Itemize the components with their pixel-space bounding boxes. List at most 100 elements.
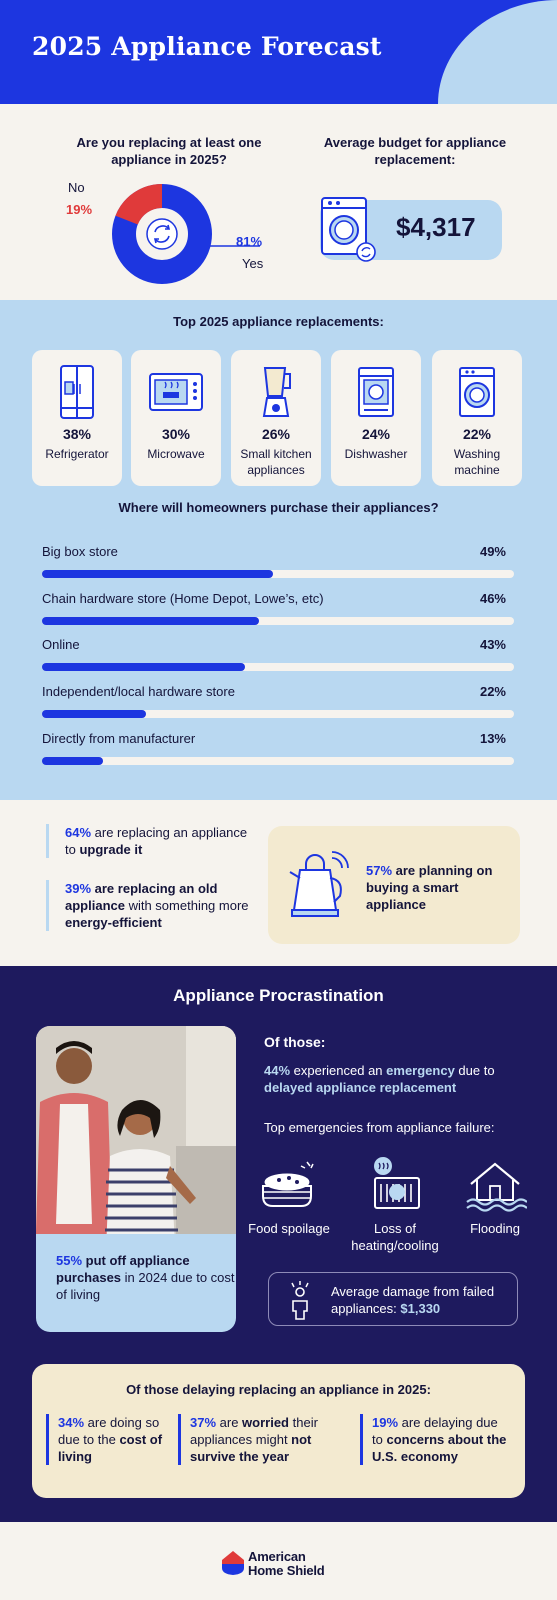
top-emergencies-label: Top emergencies from appliance failure: <box>264 1120 495 1135</box>
delay-stat-worried: 37% are worried their appliances might n… <box>178 1414 346 1465</box>
header: 2025 Appliance Forecast <box>0 0 557 104</box>
damage-box: Average damage from failed appliances: $… <box>268 1272 518 1326</box>
stat-emph: worried <box>242 1415 290 1430</box>
purchase-bar-row: Independent/local hardware store 22% <box>42 684 514 724</box>
stat-emph: emergency <box>386 1063 455 1078</box>
brand-name: American Home Shield <box>248 1550 325 1578</box>
blender-icon <box>262 367 291 417</box>
footer: American Home Shield <box>0 1522 557 1600</box>
procrastination-section: Appliance Procrastination 55% put off ap… <box>0 966 557 1522</box>
damage-text: Average damage from failed appliances: $… <box>331 1283 517 1317</box>
card-name: Dishwasher <box>344 447 408 461</box>
no-pct: 19% <box>66 202 93 217</box>
bar-pct: 22% <box>479 684 506 699</box>
damage-value: $1,330 <box>400 1301 441 1316</box>
bar-fill <box>42 663 245 671</box>
budget-question: Average budget for appliance replacement… <box>323 135 507 167</box>
replacement-card-washing-machine: 22% Washing machine <box>432 350 522 486</box>
microwave-icon <box>149 373 203 411</box>
stat-text: are doing so due to the <box>58 1415 160 1447</box>
washing-machine-icon <box>321 197 376 262</box>
flooding-icon <box>466 1162 527 1212</box>
purchase-bar-row: Chain hardware store (Home Depot, Lowe’s… <box>42 591 514 631</box>
of-those-label: Of those: <box>264 1034 326 1050</box>
yes-leader-line <box>210 245 260 247</box>
bar-pct: 13% <box>479 731 506 746</box>
stat-pct: 19% <box>372 1415 399 1430</box>
food-spoilage-icon <box>262 1161 314 1207</box>
bar-track <box>42 757 514 765</box>
replacing-section: Are you replacing at least one appliance… <box>0 104 557 300</box>
replacement-card-small-kitchen: 26% Small kitchen appliances <box>231 350 321 486</box>
stat-text: their appliances might <box>190 1415 318 1447</box>
bar-track <box>42 570 514 578</box>
no-label: No <box>68 180 85 195</box>
person-alert-icon <box>291 1281 309 1320</box>
dishwasher-icon <box>358 367 394 417</box>
bar-label: Chain hardware store (Home Depot, Lowe’s… <box>42 591 324 606</box>
stat-pct: 44% <box>264 1063 291 1078</box>
stat-emph: are planning on buying a smart appliance <box>366 863 493 912</box>
card-name: Refrigerator <box>45 447 109 461</box>
yes-label: Yes <box>242 256 264 271</box>
bar-label: Directly from manufacturer <box>42 731 196 746</box>
bar-label: Online <box>42 637 80 652</box>
replacement-card-microwave: 30% Microwave <box>131 350 221 486</box>
bar-label: Big box store <box>42 544 118 559</box>
emergency-flooding: Flooding <box>450 1156 540 1237</box>
card-pct: 22% <box>462 426 492 442</box>
header-banner <box>0 0 557 104</box>
stat-text: in 2024 due to cost of living <box>56 1270 235 1302</box>
replacing-question: Are you replacing at least one appliance… <box>76 135 262 167</box>
top-replacements-title: Top 2025 appliance replacements: <box>173 314 384 329</box>
donut-slice-no <box>112 184 212 284</box>
purchase-bar-row: Directly from manufacturer 13% <box>42 731 514 771</box>
delay-stat-cost: 34% are doing so due to the cost of livi… <box>46 1414 182 1465</box>
bar-pct: 49% <box>479 544 506 559</box>
stat-emph: concerns about the U.S. economy <box>372 1432 507 1464</box>
stat-pct: 55% <box>56 1253 83 1268</box>
smart-appliance-box: 57% are planning on buying a smart appli… <box>268 826 520 944</box>
stat-text: experienced an <box>290 1063 387 1078</box>
replacement-card-refrigerator: 38% Refrigerator <box>32 350 122 486</box>
appliances-section: Top 2025 appliance replacements: 38% Ref… <box>0 300 557 800</box>
stat-energy-efficient: 39% are replacing an old appliance with … <box>46 880 256 931</box>
stat-text: are replacing an appliance to <box>65 825 248 857</box>
stat-emph: are replacing an old appliance <box>65 881 218 913</box>
replacing-donut-chart <box>112 184 212 284</box>
procrastination-title: Appliance Procrastination <box>173 986 384 1005</box>
damage-label: Average damage from failed appliances: <box>331 1284 495 1316</box>
emergency-stat: 44% experienced an emergency due to dela… <box>264 1062 534 1096</box>
smart-kettle-icon <box>289 851 349 917</box>
recycle-icon <box>146 218 178 250</box>
delaying-box: Of those delaying replacing an appliance… <box>32 1364 525 1498</box>
emergency-label: Loss of heating/cooling <box>351 1221 439 1253</box>
bar-track <box>42 617 514 625</box>
stat-emph: cost of living <box>58 1432 163 1464</box>
stat-emph: delayed appliance replacement <box>264 1080 457 1095</box>
american-home-shield-logo <box>222 1551 244 1575</box>
page-title: 2025 Appliance Forecast <box>32 32 382 61</box>
bar-pct: 43% <box>479 637 506 652</box>
brand-line-1: American <box>248 1549 306 1564</box>
motivations-section: 64% are replacing an appliance to upgrad… <box>0 800 557 966</box>
stat-emph: upgrade it <box>79 842 143 857</box>
card-pct: 24% <box>361 426 391 442</box>
purchase-bar-row: Big box store 49% <box>42 544 514 584</box>
stat-text: are <box>216 1415 243 1430</box>
card-name: Small kitchen appliances <box>240 447 312 477</box>
emergency-heating-cooling: Loss of heating/cooling <box>350 1156 440 1254</box>
emergency-label: Flooding <box>470 1221 520 1236</box>
stat-emph: put off appliance purchases <box>56 1253 190 1285</box>
photo-caption: 55% put off appliance purchases in 2024 … <box>36 1234 236 1332</box>
stat-emph: not survive the year <box>190 1432 312 1464</box>
stat-text: with something more <box>124 898 249 913</box>
card-name: Washing machine <box>453 447 501 477</box>
brand-line-2: Home Shield <box>248 1563 325 1578</box>
stat-pct: 37% <box>190 1415 217 1430</box>
card-pct: 38% <box>62 426 92 442</box>
stat-pct: 34% <box>58 1415 85 1430</box>
card-pct: 30% <box>161 426 191 442</box>
smart-appliance-text: 57% are planning on buying a smart appli… <box>366 862 506 913</box>
bar-pct: 46% <box>479 591 506 606</box>
